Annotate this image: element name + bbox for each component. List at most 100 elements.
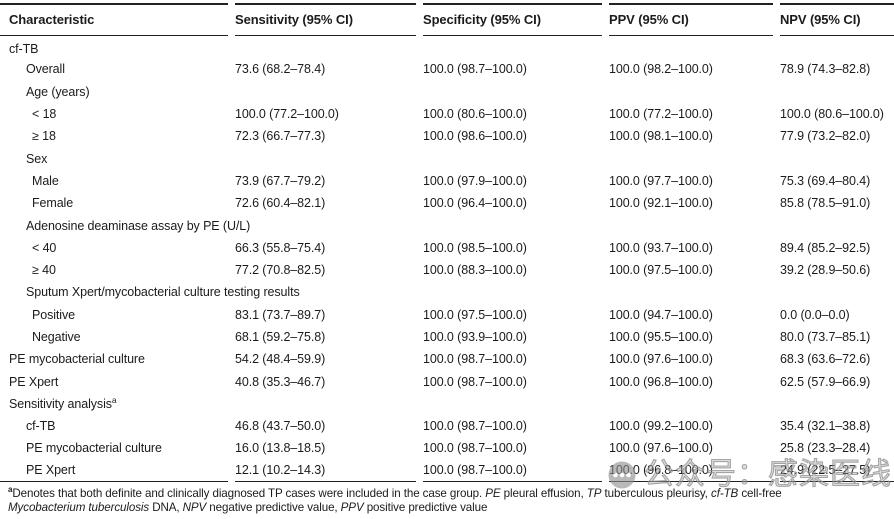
row-label: Adenosine deaminase assay by PE (U/L): [0, 214, 250, 236]
footnote-segment: a: [8, 485, 13, 495]
row-label: Positive: [0, 304, 228, 326]
table-row: PE Xpert 12.1 (10.2–14.3) 100.0 (98.7–100.…: [0, 460, 894, 482]
diagnostic-accuracy-table-container: Characteristic Sensitivity (95% CI) Specif…: [0, 3, 894, 482]
table-row: Male 73.9 (67.7–79.2) 100.0 (97.9–100.0) 10…: [0, 170, 894, 192]
cell-specificity: 100.0 (98.7–100.0): [423, 352, 527, 367]
diagnostic-accuracy-table: Characteristic Sensitivity (95% CI) Specif…: [0, 3, 894, 482]
cell-sensitivity: 77.2 (70.8–82.5): [235, 263, 326, 278]
row-label: Female: [0, 192, 228, 214]
footnote-segment: Mycobacterium tuberculosis: [8, 501, 150, 515]
row-label: Overall: [0, 58, 228, 80]
table-section-row: cf-TB: [0, 36, 894, 58]
row-label-text: cf-TB: [26, 419, 56, 434]
cell-specificity: [423, 393, 602, 415]
row-label-text: ≥ 40: [32, 263, 56, 278]
cell-sensitivity: 68.1 (59.2–75.8): [235, 330, 326, 344]
cell-sensitivity: 46.8 (43.7–50.0): [235, 419, 326, 434]
cell-npv: [780, 147, 894, 169]
row-label: PE Xpert: [0, 460, 228, 482]
cell-sensitivity: 73.9 (67.7–79.2): [235, 173, 326, 188]
cell-specificity: 100.0 (98.6–100.0): [423, 129, 527, 144]
cell-specificity: 100.0 (97.9–100.0): [423, 173, 527, 188]
cell-specificity: 100.0 (98.5–100.0): [423, 240, 527, 255]
cell-npv: [780, 81, 894, 103]
cell-specificity: 100.0 (98.7–100.0): [423, 460, 602, 482]
row-label-text: Adenosine deaminase assay by PE (U/L): [26, 218, 251, 233]
table-row: Female 72.6 (60.4–82.1) 100.0 (96.4–100.0)…: [0, 192, 894, 214]
footnote-segment: positive predictive value: [363, 501, 488, 515]
cell-npv: 77.9 (73.2–82.0): [780, 129, 871, 144]
row-label: cf-TB: [0, 415, 228, 437]
footnote-segment: negative predictive value,: [206, 501, 341, 515]
cell-ppv: [609, 36, 773, 58]
cell-npv: 0.0 (0.0–0.0): [780, 307, 850, 322]
row-label-text: Sputum Xpert/mycobacterial culture testi…: [26, 285, 300, 300]
cell-npv: [780, 36, 894, 58]
cell-ppv: 100.0 (96.8–100.0): [609, 374, 713, 389]
table-row: < 40 66.3 (55.8–75.4) 100.0 (98.5–100.0) 10…: [0, 237, 894, 259]
row-label-text: Overall: [26, 62, 65, 77]
cell-sensitivity: [235, 81, 416, 103]
footnote-segment: tuberculous pleurisy,: [601, 486, 711, 500]
cell-ppv: [609, 281, 773, 303]
table-section-row: Age (years): [0, 81, 894, 103]
cell-sensitivity: 83.1 (73.7–89.7): [235, 307, 326, 322]
column-header: Characteristic: [0, 3, 228, 36]
table-section-row: Sex: [0, 147, 894, 169]
cell-ppv: 100.0 (97.6–100.0): [609, 352, 713, 367]
cell-specificity: 100.0 (98.7–100.0): [423, 62, 527, 77]
cell-ppv: [609, 147, 773, 169]
cell-ppv: 100.0 (96.8–100.0): [609, 460, 773, 482]
row-label: < 40: [0, 237, 228, 259]
table-row: Positive 83.1 (73.7–89.7) 100.0 (97.5–100.…: [0, 304, 894, 326]
cell-npv: [780, 281, 894, 303]
row-label: Sputum Xpert/mycobacterial culture testi…: [0, 281, 300, 303]
footnote-segment: Denotes that both definite and clinicall…: [12, 486, 486, 500]
row-label: Sensitivity analysisa: [0, 393, 228, 415]
footnote-segment: cf-TB: [711, 486, 739, 500]
row-label: PE mycobacterial culture: [0, 348, 228, 370]
cell-ppv: 100.0 (97.5–100.0): [609, 263, 713, 278]
table-row: ≥ 40 77.2 (70.8–82.5) 100.0 (88.3–100.0) 10…: [0, 259, 894, 281]
cell-sensitivity: 73.6 (68.2–78.4): [235, 62, 326, 77]
table-header-row: Characteristic Sensitivity (95% CI) Specif…: [0, 3, 894, 36]
cell-ppv: 100.0 (97.6–100.0): [609, 441, 713, 456]
row-label: ≥ 18: [0, 125, 228, 147]
cell-specificity: 100.0 (97.5–100.0): [423, 307, 527, 322]
cell-sensitivity: [235, 147, 416, 169]
cell-sensitivity: 72.3 (66.7–77.3): [235, 129, 326, 144]
row-label: Sex: [0, 147, 228, 169]
cell-specificity: 100.0 (98.7–100.0): [423, 374, 527, 389]
cell-ppv: 100.0 (92.1–100.0): [609, 196, 713, 211]
footnote-segment: cell-free: [738, 486, 782, 500]
cell-sensitivity: 12.1 (10.2–14.3): [235, 460, 416, 482]
row-label-text: Positive: [32, 307, 75, 322]
cell-sensitivity: 100.0 (77.2–100.0): [235, 107, 339, 122]
cell-specificity: 100.0 (88.3–100.0): [423, 263, 527, 278]
cell-sensitivity: 40.8 (35.3–46.7): [235, 374, 326, 389]
row-label: Male: [0, 170, 228, 192]
column-header: Sensitivity (95% CI): [235, 3, 416, 36]
cell-npv: 39.2 (28.9–50.6): [780, 263, 871, 278]
footnote: aDenotes that both definite and clinical…: [0, 485, 894, 516]
row-label-text: PE Xpert: [26, 463, 76, 478]
cell-npv: 100.0 (80.6–100.0): [780, 107, 884, 122]
row-label-text: < 18: [32, 107, 57, 122]
column-header: NPV (95% CI): [780, 3, 894, 36]
cell-ppv: 100.0 (93.7–100.0): [609, 240, 713, 255]
cell-sensitivity: [235, 36, 416, 58]
cell-npv: 62.5 (57.9–66.9): [780, 374, 871, 389]
row-label: < 18: [0, 103, 228, 125]
cell-ppv: [609, 214, 773, 236]
cell-ppv: 100.0 (98.1–100.0): [609, 129, 713, 144]
cell-npv: 78.9 (74.3–82.8): [780, 62, 871, 77]
cell-specificity: 100.0 (98.7–100.0): [423, 441, 527, 456]
cell-ppv: [609, 393, 773, 415]
row-label: PE Xpert: [0, 370, 228, 392]
cell-npv: 25.8 (23.3–28.4): [780, 441, 871, 456]
cell-sensitivity: [235, 214, 416, 236]
footnote-segment: TP: [586, 486, 602, 500]
column-header: Specificity (95% CI): [423, 3, 602, 36]
table-row: ≥ 18 72.3 (66.7–77.3) 100.0 (98.6–100.0) 10…: [0, 125, 894, 147]
cell-npv: 24.9 (22.5–27.5): [780, 460, 894, 482]
